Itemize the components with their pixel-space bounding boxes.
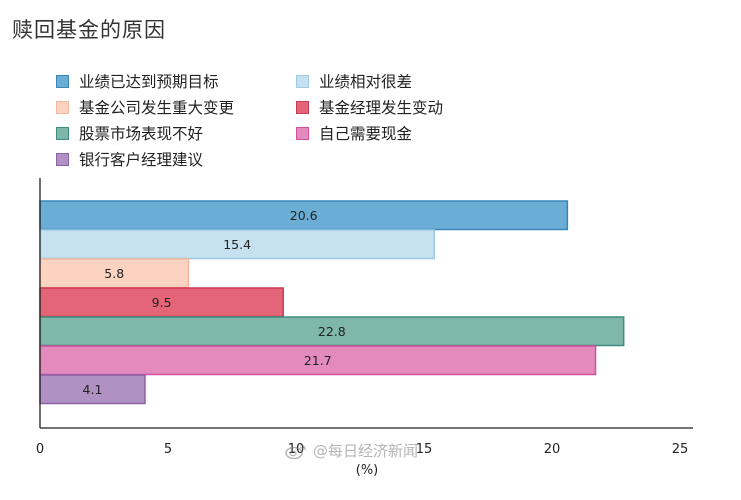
x-axis-title: (%) bbox=[356, 463, 379, 478]
legend-swatch-0 bbox=[56, 74, 69, 88]
legend-swatch-5 bbox=[296, 126, 309, 140]
bar-value-label-3: 9.5 bbox=[152, 295, 172, 310]
legend: 业绩已达到预期目标 业绩相对很差 基金公司发生重大变更 基金经理发生变动 股票市… bbox=[56, 70, 536, 170]
bar-labels-group: 20.6 15.4 5.8 9.5 22.8 21.7 4.1 bbox=[83, 208, 346, 397]
bar-value-label-1: 15.4 bbox=[223, 237, 251, 252]
legend-label-0: 业绩已达到预期目标 bbox=[79, 73, 219, 91]
legend-item-2: 基金公司发生重大变更 bbox=[56, 96, 296, 118]
legend-swatch-2 bbox=[56, 100, 69, 114]
legend-item-0: 业绩已达到预期目标 bbox=[56, 70, 296, 92]
legend-swatch-3 bbox=[296, 100, 309, 114]
bar-value-label-6: 4.1 bbox=[83, 382, 103, 397]
bar-2 bbox=[39, 258, 190, 289]
x-tick-label-0: 0 bbox=[36, 442, 44, 457]
legend-item-4: 股票市场表现不好 bbox=[56, 122, 296, 144]
bar-value-label-2: 5.8 bbox=[104, 266, 124, 281]
x-tick-label-2: 10 bbox=[288, 442, 305, 457]
x-ticks-group: 0 5 10 15 20 25 bbox=[36, 442, 688, 457]
legend-item-1: 业绩相对很差 bbox=[296, 70, 536, 92]
watermark-text: @每日经济新闻 bbox=[313, 442, 419, 460]
legend-swatch-1 bbox=[296, 74, 309, 88]
legend-label-5: 自己需要现金 bbox=[319, 125, 413, 143]
weibo-icon bbox=[285, 443, 306, 459]
x-tick-label-1: 5 bbox=[164, 442, 172, 457]
legend-label-1: 业绩相对很差 bbox=[319, 73, 413, 91]
legend-item-5: 自己需要现金 bbox=[296, 122, 536, 144]
chart-title: 赎回基金的原因 bbox=[12, 18, 166, 42]
bar-5 bbox=[39, 345, 597, 376]
bar-3 bbox=[39, 287, 284, 318]
legend-label-3: 基金经理发生变动 bbox=[319, 99, 444, 117]
bar-value-label-0: 20.6 bbox=[290, 208, 318, 223]
watermark: @每日经济新闻 bbox=[285, 440, 418, 461]
legend-label-2: 基金公司发生重大变更 bbox=[79, 99, 235, 117]
legend-item-3: 基金经理发生变动 bbox=[296, 96, 536, 118]
bar-value-label-5: 21.7 bbox=[304, 353, 332, 368]
x-tick-label-4: 20 bbox=[544, 442, 561, 457]
bar-1 bbox=[39, 229, 435, 260]
bar-value-label-4: 22.8 bbox=[318, 324, 346, 339]
legend-swatch-6 bbox=[56, 152, 69, 166]
legend-swatch-4 bbox=[56, 126, 69, 140]
x-tick-label-5: 25 bbox=[672, 442, 689, 457]
legend-item-6: 银行客户经理建议 bbox=[56, 148, 296, 170]
bars-group bbox=[39, 200, 625, 405]
legend-label-4: 股票市场表现不好 bbox=[79, 125, 204, 143]
legend-label-6: 银行客户经理建议 bbox=[79, 151, 204, 169]
x-tick-label-3: 15 bbox=[416, 442, 433, 457]
